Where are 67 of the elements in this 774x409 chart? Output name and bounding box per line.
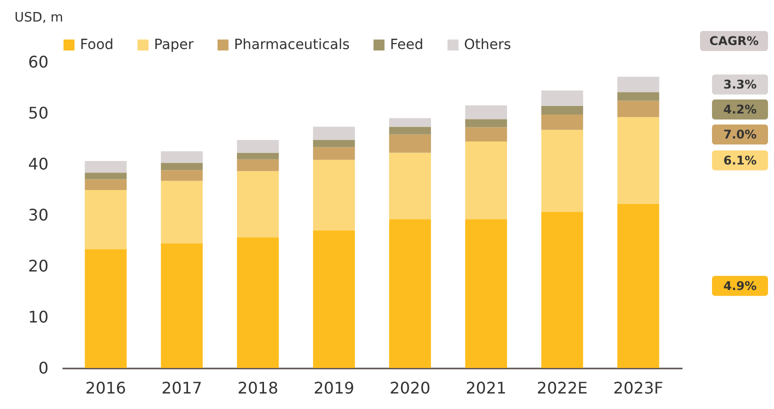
bar xyxy=(236,159,279,172)
y-tick-label: 20 xyxy=(28,256,48,276)
bar xyxy=(389,118,431,127)
y-tick-label: 50 xyxy=(28,104,48,122)
bar xyxy=(617,100,660,118)
bar xyxy=(236,140,279,153)
y-tick-label: 10 xyxy=(28,308,48,326)
bar xyxy=(389,152,431,220)
bar xyxy=(617,117,660,204)
y-tick-label: 0 xyxy=(38,358,48,378)
bar xyxy=(313,160,355,230)
legend-label: Feed xyxy=(390,37,424,53)
bar xyxy=(236,237,279,368)
text: 7.0% xyxy=(723,127,757,142)
x-tick-label: 2021 xyxy=(466,378,506,398)
bar xyxy=(160,170,203,181)
bar xyxy=(313,147,355,160)
y-tick-label: 40 xyxy=(28,154,48,174)
legend-label: Others xyxy=(464,37,512,53)
bar xyxy=(465,105,508,120)
bar xyxy=(541,106,584,115)
bar xyxy=(84,179,127,190)
text: 4.2% xyxy=(723,102,757,116)
y-tick-label: 30 xyxy=(28,206,48,224)
x-tick-label: 2020 xyxy=(390,378,430,398)
y-axis-title: USD, m xyxy=(14,10,64,26)
x-tick-label: 2023F xyxy=(613,378,664,398)
bar xyxy=(313,140,355,148)
text: 6.1% xyxy=(723,153,757,168)
bar xyxy=(617,92,660,101)
bar xyxy=(541,90,584,106)
legend-label: Food xyxy=(80,37,114,53)
x-tick-label: 2019 xyxy=(314,378,354,398)
legend-label: Pharmaceuticals xyxy=(234,37,350,53)
legend-label: Paper xyxy=(154,37,194,53)
bar xyxy=(84,190,127,250)
x-tick-label: 2022E xyxy=(536,378,588,398)
bar xyxy=(160,151,203,163)
bar xyxy=(465,127,508,142)
bar xyxy=(389,134,431,153)
x-tick-label: 2017 xyxy=(161,378,202,398)
bar xyxy=(541,130,584,212)
text: 4.9% xyxy=(723,278,757,293)
bar xyxy=(84,249,127,368)
bar xyxy=(313,230,355,368)
bar xyxy=(236,171,279,238)
bar xyxy=(160,244,203,368)
bar xyxy=(160,162,203,170)
bar xyxy=(160,180,203,244)
bar xyxy=(389,126,431,134)
bar xyxy=(465,219,508,368)
y-tick-label: 60 xyxy=(28,52,48,72)
text: 3.3% xyxy=(723,77,757,92)
bar xyxy=(465,142,508,220)
text: CAGR% xyxy=(709,34,759,48)
bar xyxy=(236,152,279,160)
bar xyxy=(617,204,660,368)
bar xyxy=(313,126,355,140)
bar xyxy=(541,114,584,130)
x-tick-label: 2016 xyxy=(85,378,126,398)
bar xyxy=(465,119,508,128)
bar xyxy=(84,172,127,180)
bar xyxy=(617,76,660,92)
bar xyxy=(541,212,584,368)
bar xyxy=(84,160,127,173)
x-tick-label: 2018 xyxy=(238,378,278,398)
bar xyxy=(389,219,431,368)
